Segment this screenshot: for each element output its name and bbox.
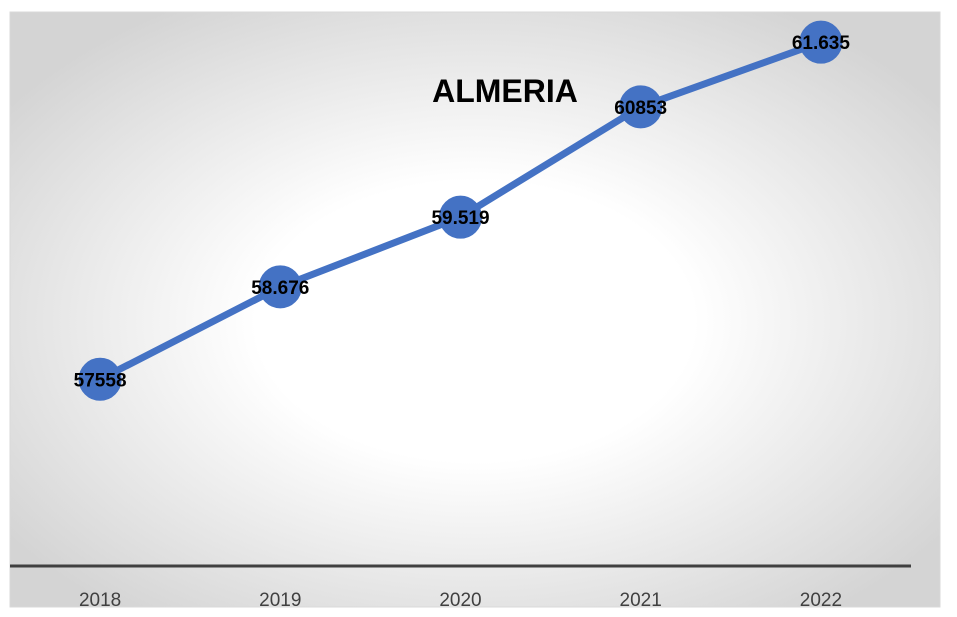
chart-background — [9, 11, 941, 608]
data-point-2021 — [619, 85, 663, 129]
data-point-2019 — [258, 265, 302, 309]
data-label-2022: 61.635 — [792, 33, 851, 54]
data-label-2020: 59.519 — [431, 208, 489, 229]
x-tick-label-2022: 2022 — [800, 590, 842, 611]
data-label-2021: 60853 — [614, 98, 667, 119]
chart-title: ALMERIA — [432, 73, 578, 109]
data-label-2018: 57558 — [74, 370, 127, 391]
x-tick-label-2018: 2018 — [79, 590, 121, 611]
x-tick-label-2020: 2020 — [439, 590, 481, 611]
data-labels: 57558 58.676 59.519 60853 61.635 — [74, 33, 851, 391]
data-point-2022 — [799, 20, 843, 64]
data-point-2018 — [78, 357, 122, 401]
data-point-2020 — [439, 195, 482, 239]
x-tick-labels: 2018 2019 2020 2021 2022 — [79, 590, 842, 611]
x-tick-label-2019: 2019 — [259, 590, 301, 611]
x-tick-label-2021: 2021 — [620, 590, 662, 611]
series-layer — [78, 20, 843, 401]
data-label-2019: 58.676 — [251, 278, 309, 299]
